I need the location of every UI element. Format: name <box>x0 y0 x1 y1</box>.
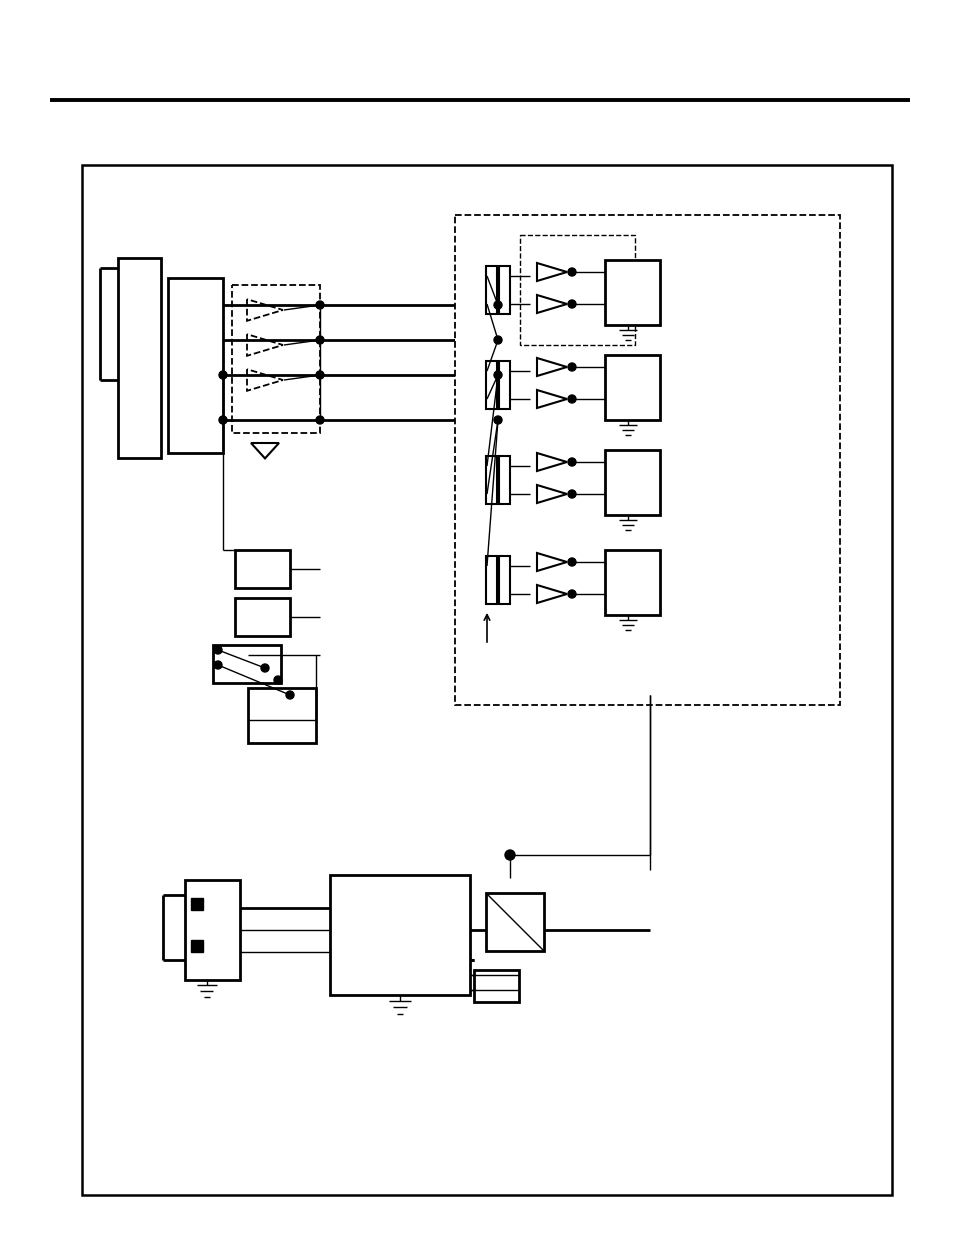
Circle shape <box>567 268 576 275</box>
Bar <box>485 456 497 504</box>
Circle shape <box>286 692 294 699</box>
Bar <box>455 215 840 705</box>
Circle shape <box>274 676 282 684</box>
Bar <box>234 550 290 588</box>
Circle shape <box>315 416 324 424</box>
Bar <box>498 556 510 604</box>
Circle shape <box>213 661 222 669</box>
Bar <box>191 898 203 910</box>
Bar <box>185 881 240 981</box>
Bar <box>604 261 659 325</box>
Bar <box>498 456 510 504</box>
Bar <box>604 450 659 515</box>
Circle shape <box>494 370 501 379</box>
Circle shape <box>219 416 227 424</box>
Bar <box>474 969 518 1002</box>
Bar <box>498 266 510 314</box>
Bar <box>485 893 543 951</box>
Circle shape <box>567 300 576 308</box>
Circle shape <box>494 301 501 309</box>
Bar <box>213 645 281 683</box>
Bar <box>485 266 497 314</box>
Bar <box>191 940 203 952</box>
Bar <box>519 235 635 345</box>
Circle shape <box>567 490 576 498</box>
Circle shape <box>213 646 222 655</box>
Circle shape <box>567 363 576 370</box>
Bar <box>604 354 659 420</box>
Bar <box>604 550 659 615</box>
Circle shape <box>315 336 324 345</box>
Circle shape <box>504 850 515 860</box>
Bar <box>330 876 470 995</box>
Circle shape <box>494 416 501 424</box>
Bar <box>485 361 497 409</box>
Bar <box>498 361 510 409</box>
Circle shape <box>494 336 501 345</box>
Circle shape <box>567 395 576 403</box>
Bar <box>168 278 223 453</box>
Circle shape <box>219 370 227 379</box>
Bar <box>82 165 891 1195</box>
Bar <box>232 285 319 433</box>
Circle shape <box>315 370 324 379</box>
Circle shape <box>567 458 576 466</box>
Bar <box>118 258 161 458</box>
Bar <box>248 688 315 743</box>
Circle shape <box>261 664 269 672</box>
Bar <box>234 598 290 636</box>
Bar <box>485 556 497 604</box>
Circle shape <box>315 301 324 309</box>
Circle shape <box>567 558 576 566</box>
Circle shape <box>567 590 576 598</box>
